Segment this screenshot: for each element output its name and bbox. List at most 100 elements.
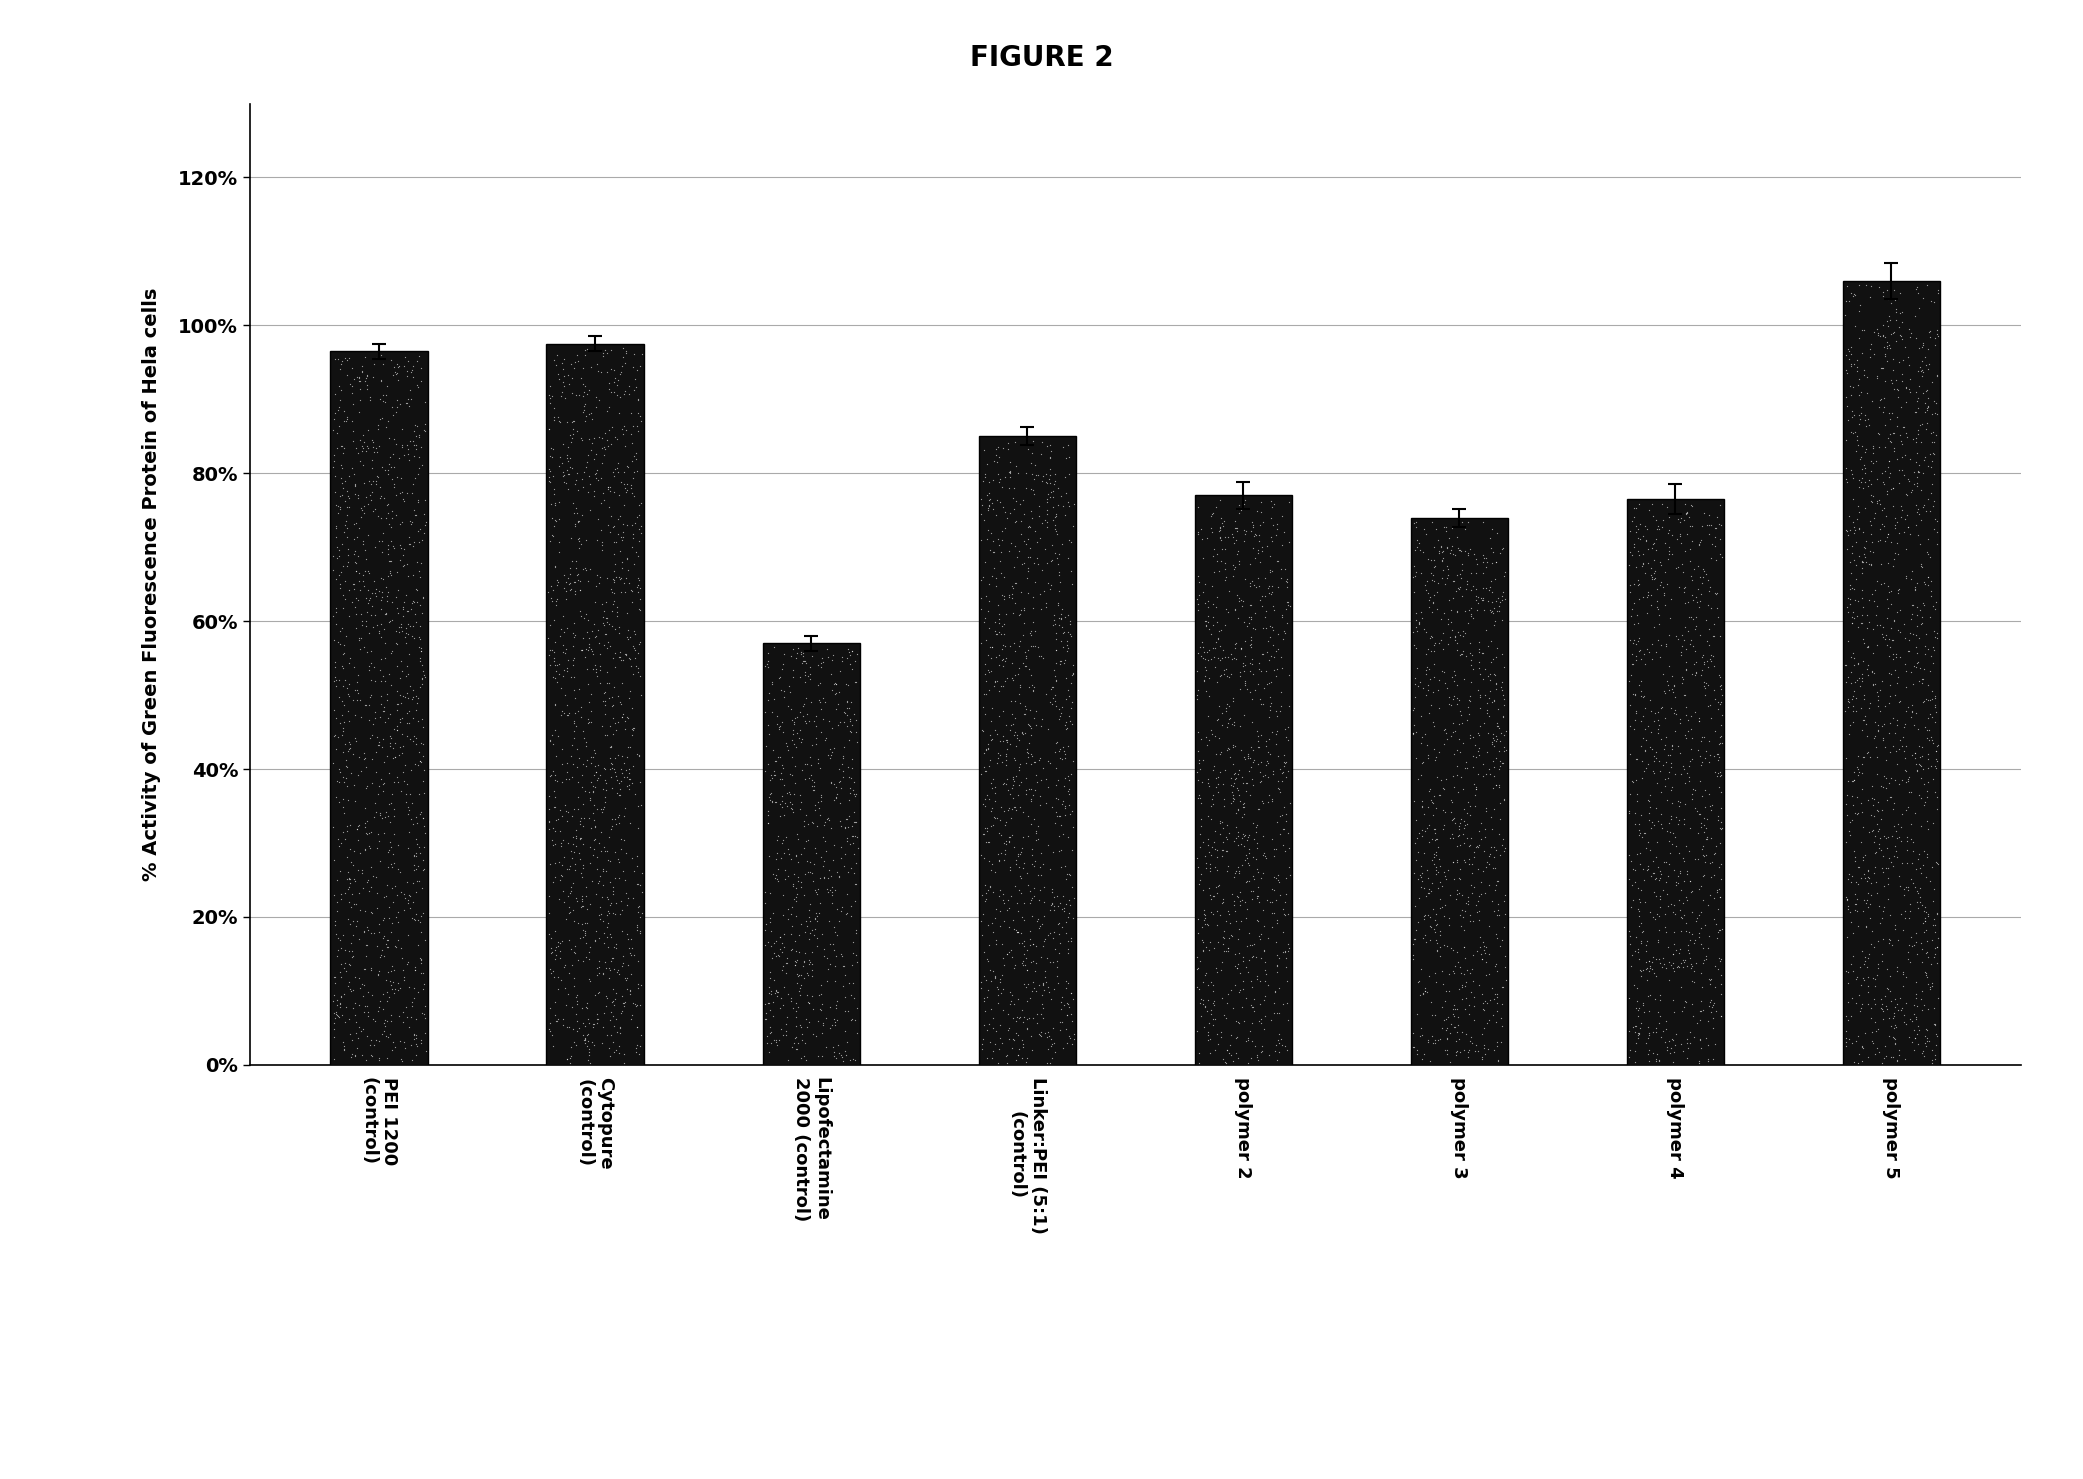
Point [558, 942, 592, 966]
Point [837, 670, 871, 694]
Point [1835, 660, 1868, 683]
Point [406, 667, 440, 691]
Point [560, 556, 594, 580]
Point [592, 825, 625, 849]
Point [1918, 1013, 1952, 1037]
Point [1627, 550, 1660, 574]
Point [392, 796, 425, 819]
Point [1235, 652, 1269, 676]
Point [1210, 664, 1244, 688]
Point [1398, 788, 1431, 812]
Point [1014, 620, 1048, 643]
Point [996, 703, 1029, 726]
Point [1475, 976, 1508, 1000]
Point [1244, 1009, 1277, 1032]
Point [798, 769, 831, 793]
Point [579, 760, 612, 784]
Point [996, 669, 1029, 692]
Point [1410, 858, 1444, 881]
Point [767, 784, 800, 808]
Point [1227, 703, 1260, 726]
Point [1419, 855, 1452, 879]
Point [321, 926, 354, 950]
Point [1629, 950, 1662, 973]
Point [1002, 461, 1035, 485]
Point [1662, 707, 1696, 731]
Point [1017, 478, 1050, 501]
Point [533, 639, 567, 663]
Point [1208, 509, 1241, 532]
Point [1900, 614, 1933, 637]
Point [748, 700, 781, 723]
Point [1648, 561, 1681, 584]
Point [1231, 846, 1264, 870]
Point [985, 648, 1019, 671]
Point [342, 828, 375, 852]
Point [1916, 1012, 1950, 1035]
Point [754, 979, 787, 1003]
Point [1248, 958, 1281, 982]
Point [792, 664, 825, 688]
Point [1448, 975, 1481, 998]
Point [756, 788, 789, 812]
Point [554, 352, 587, 376]
Point [402, 374, 435, 398]
Point [1673, 947, 1706, 970]
Point [1696, 995, 1729, 1019]
Point [1860, 840, 1893, 864]
Point [987, 436, 1021, 460]
Point [1862, 952, 1896, 976]
Point [612, 686, 646, 710]
Point [1479, 873, 1512, 896]
Point [1889, 566, 1923, 590]
Point [602, 1016, 635, 1040]
Point [579, 590, 612, 614]
Point [1616, 612, 1650, 636]
Point [365, 589, 398, 612]
Point [340, 552, 373, 575]
Point [1210, 1007, 1244, 1031]
Point [1264, 803, 1298, 827]
Point [546, 751, 579, 775]
Point [1444, 955, 1477, 979]
Point [1010, 958, 1044, 982]
Point [1904, 552, 1937, 575]
Point [1666, 757, 1700, 781]
Point [1223, 549, 1256, 572]
Point [994, 461, 1027, 485]
Point [1410, 569, 1444, 593]
Point [400, 373, 433, 396]
Point [1052, 623, 1085, 646]
Point [1868, 1047, 1902, 1071]
Point [404, 666, 437, 689]
Point [327, 657, 360, 680]
Point [1881, 671, 1914, 695]
Point [779, 720, 812, 744]
Point [1908, 895, 1941, 918]
Point [392, 802, 425, 825]
Point [1875, 371, 1908, 395]
Point [365, 806, 398, 830]
Point [1837, 839, 1871, 862]
Point [1910, 707, 1943, 731]
Point [1266, 816, 1300, 840]
Point [1408, 819, 1441, 843]
Point [1010, 862, 1044, 886]
Point [1921, 532, 1954, 556]
Point [1466, 997, 1500, 1021]
Point [1221, 606, 1254, 630]
Point [979, 927, 1012, 951]
Point [1404, 1023, 1437, 1047]
Point [1481, 1034, 1514, 1057]
Point [1400, 615, 1433, 639]
Point [1837, 642, 1871, 666]
Point [1623, 840, 1656, 864]
Point [1219, 598, 1252, 621]
Point [1198, 992, 1231, 1016]
Point [567, 856, 600, 880]
Point [1837, 694, 1871, 717]
Point [408, 413, 442, 436]
Point [771, 738, 804, 762]
Point [579, 442, 612, 466]
Point [404, 800, 437, 824]
